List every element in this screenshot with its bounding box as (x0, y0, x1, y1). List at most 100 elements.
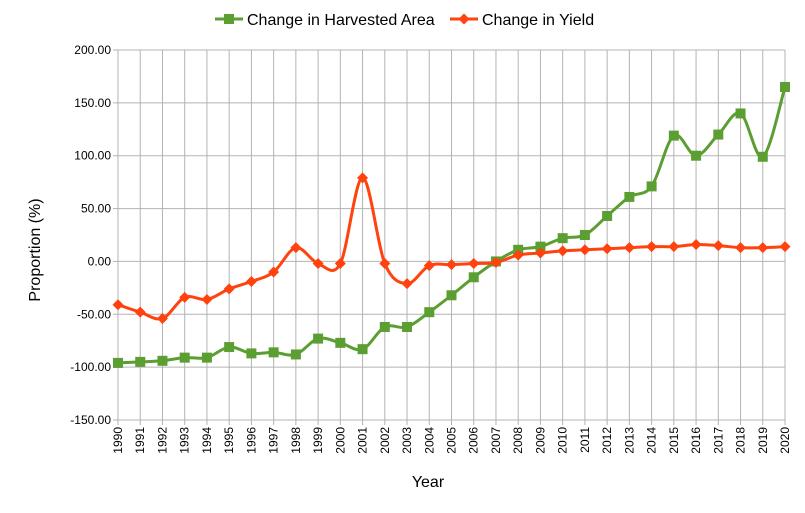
x-tick-label: 2010 (556, 427, 570, 454)
x-tick-label: 2015 (667, 427, 681, 454)
x-tick-label: 2003 (400, 427, 414, 454)
data-point (290, 349, 301, 360)
x-tick-label: 2014 (645, 427, 659, 454)
data-point (668, 130, 679, 141)
data-point (646, 241, 658, 253)
x-tick-label: 2016 (689, 427, 703, 454)
x-tick-label: 2008 (511, 427, 525, 454)
y-tick-label: -50.00 (77, 307, 111, 321)
x-tick-label: 2004 (422, 427, 436, 454)
x-tick-label: 2000 (333, 427, 347, 454)
data-point (135, 356, 146, 367)
data-point (557, 233, 568, 244)
legend: Change in Harvested Area Change in Yield (215, 12, 594, 29)
data-point (780, 82, 790, 92)
legend-item: Change in Harvested Area (215, 12, 435, 29)
x-tick-label: 1994 (200, 427, 214, 454)
x-tick-label: 2005 (445, 427, 459, 454)
data-point (512, 249, 524, 261)
data-point (357, 172, 369, 184)
data-point (468, 258, 480, 270)
data-point (490, 256, 502, 268)
x-tick-label: 2001 (356, 427, 370, 454)
data-point (668, 241, 680, 253)
data-point (691, 150, 702, 161)
x-tick-label: 2017 (711, 427, 725, 454)
data-point (224, 342, 235, 353)
data-point (179, 291, 191, 303)
data-point (113, 357, 123, 368)
x-tick-label: 1999 (311, 427, 325, 454)
legend-item: Change in Yield (450, 12, 594, 29)
data-point (779, 241, 791, 253)
x-tick-label: 2009 (533, 427, 547, 454)
x-tick-label: 1997 (267, 427, 281, 454)
data-point (223, 283, 235, 295)
data-point (535, 241, 546, 252)
series-change-in-harvested-area (113, 82, 790, 368)
data-point (735, 108, 746, 119)
data-point (290, 242, 302, 254)
x-tick-label: 2020 (778, 427, 792, 454)
series-change-in-yield (112, 172, 791, 325)
x-tick-label: 1998 (289, 427, 303, 454)
data-point (423, 260, 435, 272)
grid-lines (117, 49, 786, 421)
data-point (623, 242, 635, 254)
x-axis-title: Year (412, 474, 445, 491)
data-point (112, 299, 124, 311)
x-tick-label: 1991 (133, 427, 147, 454)
x-tick-label: 2006 (467, 427, 481, 454)
data-point (579, 244, 591, 256)
x-tick-label: 1992 (155, 427, 169, 454)
data-point (401, 278, 413, 290)
data-point (157, 355, 168, 366)
axes (113, 49, 786, 425)
x-tick-label: 2007 (489, 427, 503, 454)
data-point (268, 347, 279, 358)
data-point (334, 258, 346, 270)
x-tick-label: 2011 (578, 427, 592, 453)
data-point (312, 258, 324, 270)
legend-label: Change in Harvested Area (247, 12, 435, 29)
x-tick-label: 1995 (222, 427, 236, 454)
x-tick-label: 2019 (756, 427, 770, 454)
data-point (735, 242, 747, 254)
y-tick-label: 50.00 (81, 202, 111, 216)
data-point (757, 242, 769, 254)
data-point (402, 321, 413, 332)
x-tick-label: 1993 (178, 427, 192, 454)
legend-label: Change in Yield (482, 12, 594, 29)
data-point (156, 313, 168, 325)
data-point (557, 245, 569, 257)
data-point (624, 191, 635, 202)
data-point (534, 247, 546, 259)
y-tick-label: -100.00 (70, 360, 111, 374)
data-point (357, 344, 368, 355)
x-tick-label: 2018 (734, 427, 748, 454)
y-tick-label: 150.00 (74, 96, 111, 110)
x-tick-label: 2002 (378, 427, 392, 454)
y-axis-title: Proportion (%) (27, 198, 44, 301)
data-point (690, 239, 702, 251)
data-point (601, 243, 613, 255)
data-point (201, 352, 212, 363)
data-point (424, 307, 435, 318)
data-point (268, 266, 280, 278)
data-point (245, 276, 257, 288)
data-point (313, 333, 324, 344)
data-point (712, 240, 724, 252)
data-point (379, 258, 391, 270)
data-point (379, 321, 390, 332)
data-point (201, 293, 213, 305)
data-point (335, 337, 346, 348)
x-tick-label: 2012 (600, 427, 614, 454)
data-point (713, 129, 724, 140)
data-point (134, 306, 146, 318)
series-group (112, 82, 791, 368)
x-tick-labels: 1990 1991 1992 1993 1994 1995 1996 1997 1998 1999… (111, 427, 792, 454)
data-point (446, 290, 457, 301)
data-point (468, 272, 479, 283)
legend-marker (458, 13, 470, 25)
